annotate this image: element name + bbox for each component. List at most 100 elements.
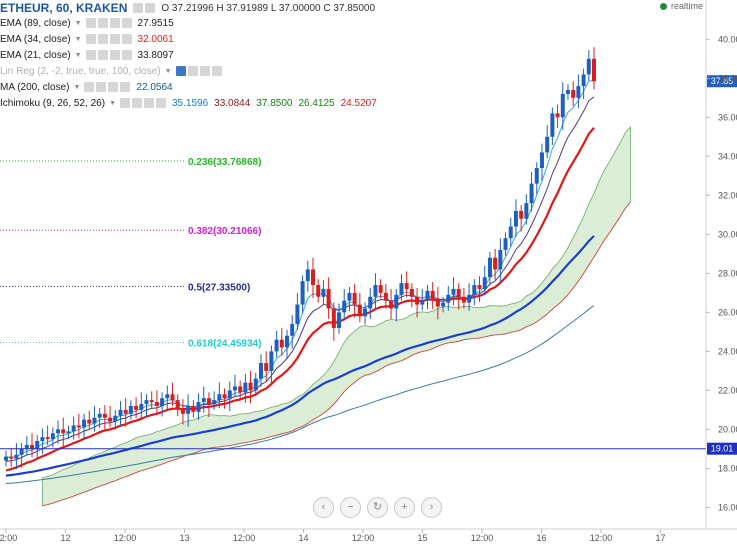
realtime-dot-icon (659, 2, 667, 10)
candle-body (425, 290, 430, 301)
eye-icon[interactable] (85, 34, 96, 44)
symbol-label[interactable]: ETHEUR, 60, KRAKEN (0, 1, 128, 15)
legend-value: 33.0844 (214, 97, 251, 109)
eye-icon[interactable] (120, 98, 130, 108)
ichimoku-cloud (42, 125, 631, 507)
candle-body (373, 285, 378, 297)
legend-row[interactable]: Lin Reg (2, -2, true, true, 100, close) ▼ (0, 64, 228, 78)
time-tick-label: 14 (298, 533, 308, 543)
fib-label: 0.236(33.76868) (188, 157, 261, 168)
settings-icon[interactable] (133, 3, 144, 13)
zoom-out-icon[interactable]: − (340, 497, 361, 518)
legend-row[interactable]: EMA (34, close) ▼ 32.0061 (0, 32, 180, 46)
candle-body (238, 386, 243, 393)
candle-body (66, 431, 71, 434)
legend-row[interactable]: EMA (21, close) ▼ 33.8097 (0, 48, 180, 62)
candle-body (415, 296, 420, 305)
close-icon[interactable] (121, 50, 132, 60)
candle-body (337, 312, 342, 328)
dropdown-arrow-icon[interactable]: ▼ (109, 99, 116, 107)
settings-icon[interactable] (97, 34, 108, 44)
candle-body (555, 113, 560, 118)
time-tick-label: 13 (179, 533, 189, 543)
dropdown-arrow-icon[interactable]: ▼ (74, 51, 82, 59)
dropdown-arrow-icon[interactable]: ▼ (73, 83, 81, 91)
zoom-in-icon[interactable]: + (394, 497, 415, 518)
candle-body (378, 285, 383, 293)
candle-body (451, 288, 456, 295)
candle-body (154, 402, 159, 406)
candle-body (456, 288, 461, 297)
scroll-right-icon[interactable]: › (421, 497, 442, 518)
symbol-buttons[interactable] (133, 3, 156, 13)
time-tick-label: 15 (417, 533, 427, 543)
settings-icon[interactable] (97, 18, 108, 28)
legend-indicator-name[interactable]: Ichimoku (9, 26, 52, 26) (0, 97, 106, 109)
settings-icon[interactable] (132, 98, 142, 108)
close-icon[interactable] (211, 66, 222, 76)
scroll-left-icon[interactable]: ‹ (313, 497, 334, 518)
fib-label: 0.382(30.21066) (188, 226, 261, 237)
close-icon[interactable] (121, 34, 132, 44)
eye-icon[interactable] (85, 18, 96, 28)
ema-34-line (5, 126, 595, 472)
fib-label: 0.5(27.33500) (188, 282, 250, 293)
plus-icon[interactable] (199, 66, 210, 76)
close-icon[interactable] (120, 82, 131, 92)
legend-row[interactable]: Ichimoku (9, 26, 52, 26) ▼ 35.1596 33.0844 3… (0, 96, 383, 110)
legend-indicator-name[interactable]: MA (200, close) (0, 81, 70, 93)
legend-value: 37.8500 (256, 97, 293, 109)
legend-buttons (120, 98, 166, 108)
candle-body (45, 437, 50, 440)
plus-icon[interactable] (109, 18, 120, 28)
time-axis: 12:00 12 12:00 13 12:00 14 12:00 15 12:00 16 12:00… (0, 528, 737, 543)
candle-body (368, 296, 373, 309)
legend-row[interactable]: MA (200, close) ▼ 22.0564 (0, 80, 179, 94)
price-tick-label: 30.00 (718, 229, 737, 239)
plus-icon[interactable] (144, 98, 154, 108)
settings-icon[interactable] (96, 82, 107, 92)
candle-body (404, 283, 409, 289)
eye-icon[interactable] (84, 82, 95, 92)
time-tick-label: 12:00 (352, 533, 375, 543)
plus-icon[interactable] (108, 82, 119, 92)
time-tick-label: 12:00 (0, 533, 17, 543)
candle-body (352, 292, 357, 305)
plus-icon[interactable] (109, 34, 120, 44)
candles (4, 47, 596, 470)
candle-body (248, 382, 253, 391)
settings-icon[interactable] (97, 50, 108, 60)
eye-icon[interactable] (175, 66, 186, 76)
dropdown-arrow-icon[interactable]: ▼ (74, 19, 82, 27)
candle-body (61, 429, 66, 434)
plus-icon[interactable] (109, 50, 120, 60)
eye-icon[interactable] (145, 3, 156, 13)
candle-body (82, 419, 87, 428)
eye-icon[interactable] (85, 50, 96, 60)
candle-body (321, 288, 326, 297)
close-icon[interactable] (121, 18, 132, 28)
candle-body (524, 203, 529, 219)
candle-body (258, 363, 263, 379)
dropdown-arrow-icon[interactable]: ▼ (74, 35, 82, 43)
candle-body (477, 285, 482, 289)
candle-body (409, 288, 414, 297)
price-tick-label: 28.00 (718, 268, 737, 278)
time-tick-label: 12:00 (233, 533, 256, 543)
legend-indicator-name[interactable]: EMA (34, close) (0, 33, 71, 45)
dropdown-arrow-icon[interactable]: ▼ (164, 67, 172, 75)
candle-body (430, 290, 435, 299)
settings-icon[interactable] (187, 66, 198, 76)
candle-body (326, 288, 331, 309)
legend-indicator-name[interactable]: EMA (21, close) (0, 49, 71, 61)
candle-body (389, 300, 394, 309)
close-icon[interactable] (156, 98, 166, 108)
reset-icon[interactable]: ↻ (367, 497, 388, 518)
candle-body (180, 407, 185, 414)
candle-body (305, 269, 310, 282)
legend-indicator-name[interactable]: Lin Reg (2, -2, true, true, 100, close) (0, 65, 161, 77)
legend-row[interactable]: EMA (89, close) ▼ 27.9515 (0, 16, 180, 30)
hline-price-label: 19.01 (711, 444, 734, 454)
legend-indicator-name[interactable]: EMA (89, close) (0, 17, 71, 29)
